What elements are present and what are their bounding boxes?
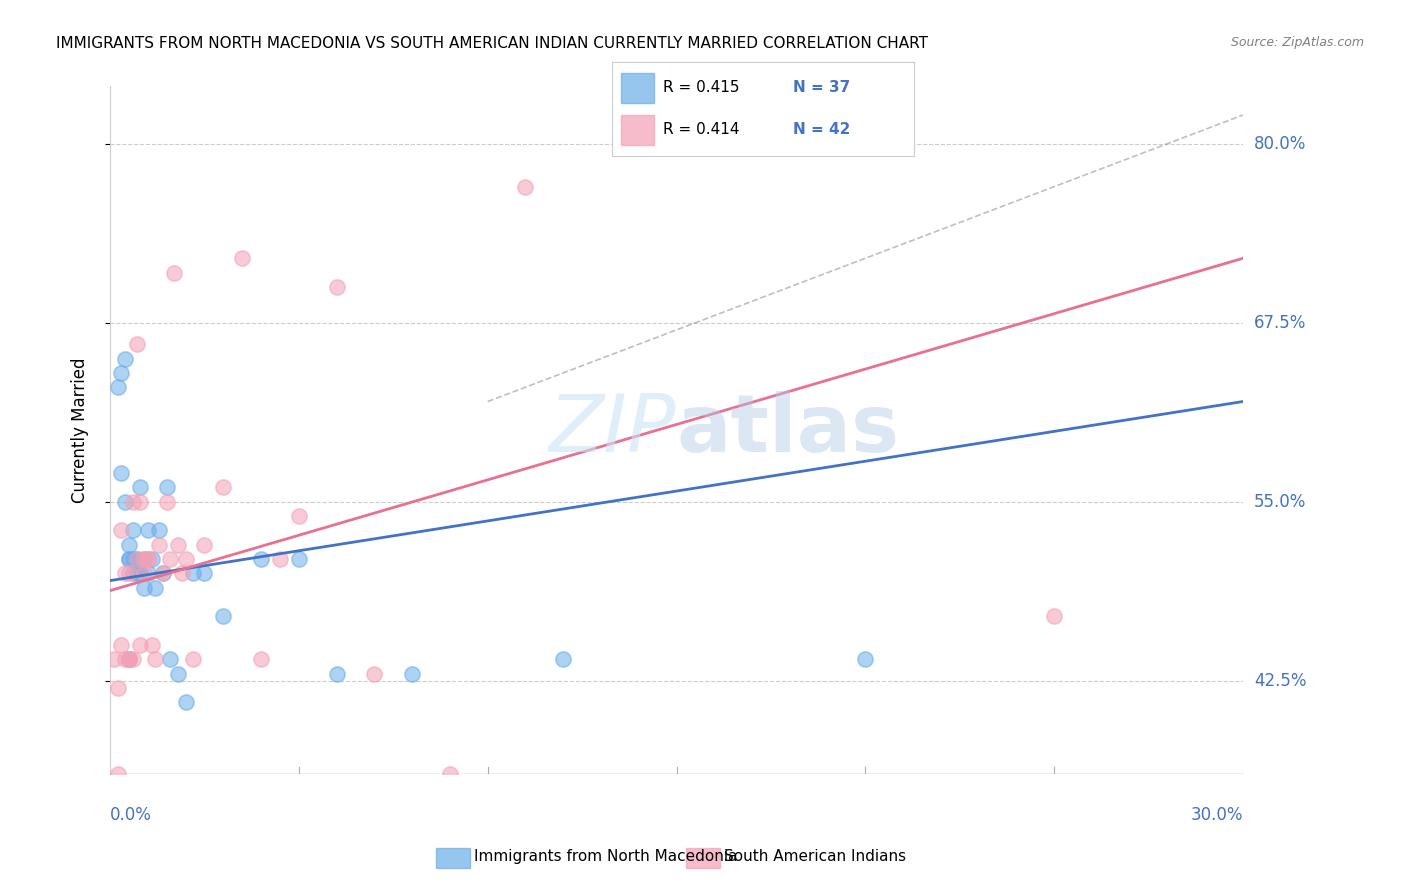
Point xyxy=(132,566,155,581)
Text: ZIP: ZIP xyxy=(550,392,676,469)
Point xyxy=(114,566,136,581)
Text: R = 0.414: R = 0.414 xyxy=(664,122,740,137)
FancyBboxPatch shape xyxy=(620,115,654,145)
Text: 42.5%: 42.5% xyxy=(1254,672,1306,690)
Point xyxy=(118,552,141,566)
Point xyxy=(325,666,347,681)
Text: Immigrants from North Macedonia: Immigrants from North Macedonia xyxy=(474,849,737,863)
Point xyxy=(107,767,129,781)
Point xyxy=(363,666,385,681)
Text: 55.0%: 55.0% xyxy=(1254,492,1306,511)
Point xyxy=(174,695,197,709)
FancyBboxPatch shape xyxy=(620,73,654,103)
Point xyxy=(145,652,167,666)
Point xyxy=(439,767,461,781)
Text: R = 0.415: R = 0.415 xyxy=(664,80,740,95)
Point xyxy=(325,280,347,294)
Point xyxy=(114,351,136,366)
Point xyxy=(167,666,190,681)
Point xyxy=(136,552,159,566)
Point xyxy=(129,638,152,652)
Text: atlas: atlas xyxy=(676,392,900,469)
Point xyxy=(212,481,235,495)
Text: 67.5%: 67.5% xyxy=(1254,314,1306,332)
Point xyxy=(152,566,174,581)
Point xyxy=(121,566,143,581)
Text: South American Indians: South American Indians xyxy=(724,849,907,863)
Point xyxy=(148,524,170,538)
Point xyxy=(110,638,132,652)
Point xyxy=(129,481,152,495)
Point xyxy=(118,652,141,666)
Point xyxy=(118,538,141,552)
Point xyxy=(152,566,174,581)
Point xyxy=(156,495,179,509)
Point xyxy=(118,652,141,666)
Point xyxy=(107,681,129,695)
Text: IMMIGRANTS FROM NORTH MACEDONIA VS SOUTH AMERICAN INDIAN CURRENTLY MARRIED CORRE: IMMIGRANTS FROM NORTH MACEDONIA VS SOUTH… xyxy=(56,36,928,51)
Point xyxy=(136,552,159,566)
Point xyxy=(103,652,125,666)
Text: 0.0%: 0.0% xyxy=(110,805,152,823)
Point xyxy=(136,566,159,581)
Point xyxy=(121,552,143,566)
Point xyxy=(212,609,235,624)
Point xyxy=(132,552,155,566)
Text: 30.0%: 30.0% xyxy=(1191,805,1243,823)
Point xyxy=(250,652,273,666)
Point xyxy=(515,179,537,194)
Point xyxy=(110,524,132,538)
Point xyxy=(159,552,181,566)
Point xyxy=(193,538,215,552)
Point xyxy=(129,566,152,581)
Point xyxy=(118,566,141,581)
Text: 80.0%: 80.0% xyxy=(1254,135,1306,153)
Point xyxy=(170,566,193,581)
Text: N = 37: N = 37 xyxy=(793,80,851,95)
Point xyxy=(141,638,163,652)
Y-axis label: Currently Married: Currently Married xyxy=(72,358,89,503)
Point xyxy=(110,366,132,380)
Point xyxy=(269,552,291,566)
Point xyxy=(121,652,143,666)
Point xyxy=(132,552,155,566)
Point xyxy=(118,552,141,566)
Point xyxy=(110,466,132,480)
Point xyxy=(167,538,190,552)
Point xyxy=(163,266,186,280)
Point xyxy=(193,566,215,581)
Point xyxy=(145,581,167,595)
Text: Source: ZipAtlas.com: Source: ZipAtlas.com xyxy=(1230,36,1364,49)
Point xyxy=(288,509,311,524)
Point xyxy=(553,652,575,666)
Point xyxy=(132,581,155,595)
Point xyxy=(107,380,129,394)
Point xyxy=(231,252,253,266)
Point xyxy=(181,652,204,666)
Point xyxy=(121,524,143,538)
Point xyxy=(121,495,143,509)
Point xyxy=(288,552,311,566)
Point xyxy=(159,652,181,666)
Point xyxy=(125,552,148,566)
Point xyxy=(181,566,204,581)
Point xyxy=(114,495,136,509)
Point xyxy=(129,495,152,509)
Point xyxy=(125,566,148,581)
Point xyxy=(114,652,136,666)
Point xyxy=(141,552,163,566)
Point xyxy=(1043,609,1066,624)
Point xyxy=(148,538,170,552)
Text: N = 42: N = 42 xyxy=(793,122,851,137)
Point xyxy=(136,524,159,538)
Point xyxy=(250,552,273,566)
Point xyxy=(118,652,141,666)
Point xyxy=(853,652,876,666)
Point xyxy=(156,481,179,495)
Point xyxy=(125,552,148,566)
Point xyxy=(125,337,148,351)
Point xyxy=(401,666,423,681)
Point xyxy=(174,552,197,566)
